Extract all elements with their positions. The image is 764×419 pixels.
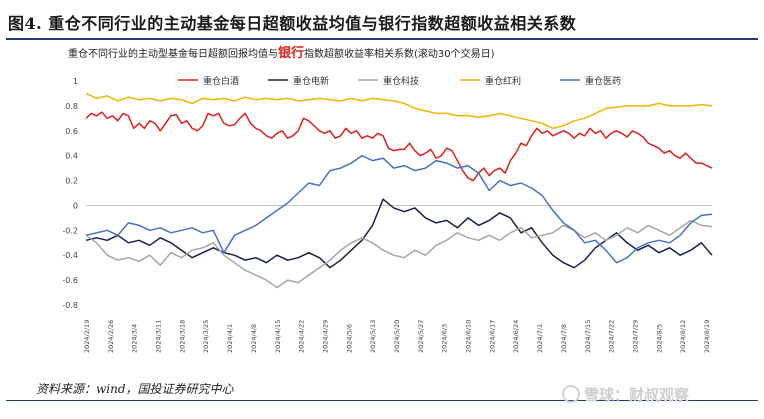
x-tick-label-13: 2024/5/20	[393, 320, 401, 353]
x-tick-label-20: 2024/7/8	[560, 324, 568, 353]
x-tick-label-5: 2024/3/25	[202, 320, 210, 353]
x-tick-label-23: 2024/7/29	[631, 320, 639, 353]
y-tick-label-1: -0.6	[62, 276, 78, 285]
y-tick-label-4: 0	[73, 201, 78, 210]
x-tick-label-8: 2024/4/15	[274, 320, 282, 353]
figure-title: 图4. 重仓不同行业的主动基金每日超额收益均值与银行指数超额收益相关系数	[8, 14, 577, 33]
snowball-logo-icon	[562, 385, 580, 403]
x-tick-label-3: 2024/3/11	[155, 320, 163, 353]
y-tick-label-9: 1	[73, 77, 78, 86]
y-tick-label-0: -0.8	[62, 301, 78, 310]
x-tick-label-24: 2024/8/5	[655, 324, 663, 353]
y-tick-label-8: 0.8	[65, 102, 78, 111]
legend-label-3: 重仓红利	[485, 75, 521, 87]
legend-label-4: 重仓医药	[585, 75, 621, 87]
chart-title: 重仓不同行业的主动型基金每日超额回报均值与银行指数超额收益率相关系数(滚动30个…	[68, 45, 495, 61]
x-tick-label-6: 2024/4/1	[226, 324, 234, 353]
x-tick-label-18: 2024/6/24	[512, 320, 520, 353]
x-tick-label-12: 2024/5/13	[369, 320, 377, 353]
series-line-3	[85, 92, 713, 130]
chart-container: 重仓不同行业的主动型基金每日超额回报均值与银行指数超额收益率相关系数(滚动30个…	[62, 43, 722, 373]
x-tick-label-15: 2024/6/3	[441, 324, 449, 353]
y-tick-label-2: -0.4	[62, 251, 78, 260]
x-tick-label-26: 2024/8/19	[703, 320, 711, 353]
source-note: 资料来源：wind，国投证券研究中心	[36, 382, 234, 396]
x-tick-label-19: 2024/7/1	[536, 324, 544, 353]
x-tick-label-4: 2024/3/18	[178, 320, 186, 353]
x-tick-label-21: 2024/7/15	[584, 320, 592, 353]
series-line-2	[85, 219, 713, 289]
y-tick-label-3: -0.2	[62, 226, 78, 235]
chart-title-part-0: 重仓不同行业的主动型基金每日超额回报均值与	[68, 47, 278, 60]
x-tick-label-1: 2024/2/26	[107, 320, 115, 353]
x-tick-label-16: 2024/6/10	[465, 320, 473, 353]
series-line-0	[85, 111, 713, 182]
chart-title-part-2: 指数超额收益率相关系数(滚动30个交易日)	[304, 47, 495, 60]
header-divider	[6, 38, 758, 40]
y-tick-label-5: 0.2	[65, 177, 78, 186]
series-line-4	[85, 154, 713, 264]
x-tick-label-10: 2024/4/29	[321, 320, 329, 353]
x-tick-label-2: 2024/3/4	[131, 324, 139, 353]
figure-header: 图4. 重仓不同行业的主动基金每日超额收益均值与银行指数超额收益相关系数	[0, 0, 764, 38]
legend-label-2: 重仓科技	[383, 75, 419, 87]
chart-title-part-1: 银行	[278, 45, 304, 61]
x-tick-label-0: 2024/2/19	[83, 320, 91, 353]
x-tick-label-17: 2024/6/17	[488, 320, 496, 353]
x-tick-label-25: 2024/8/12	[679, 320, 687, 353]
x-tick-label-7: 2024/4/8	[250, 324, 258, 353]
legend-label-0: 重仓白酒	[203, 75, 239, 87]
legend-label-1: 重仓电新	[293, 75, 329, 87]
x-tick-label-22: 2024/7/22	[608, 320, 616, 353]
x-tick-label-11: 2024/5/6	[345, 324, 353, 353]
y-tick-label-7: 0.6	[65, 127, 78, 136]
x-tick-label-9: 2024/4/22	[298, 320, 306, 353]
x-tick-label-14: 2024/5/27	[417, 320, 425, 353]
y-tick-label-6: 0.4	[65, 152, 78, 161]
line-chart: 重仓不同行业的主动型基金每日超额回报均值与银行指数超额收益率相关系数(滚动30个…	[62, 45, 713, 353]
watermark: 雪球：财叔观察	[562, 384, 689, 405]
footer-divider	[6, 400, 758, 401]
watermark-text: 雪球：财叔观察	[584, 386, 690, 404]
